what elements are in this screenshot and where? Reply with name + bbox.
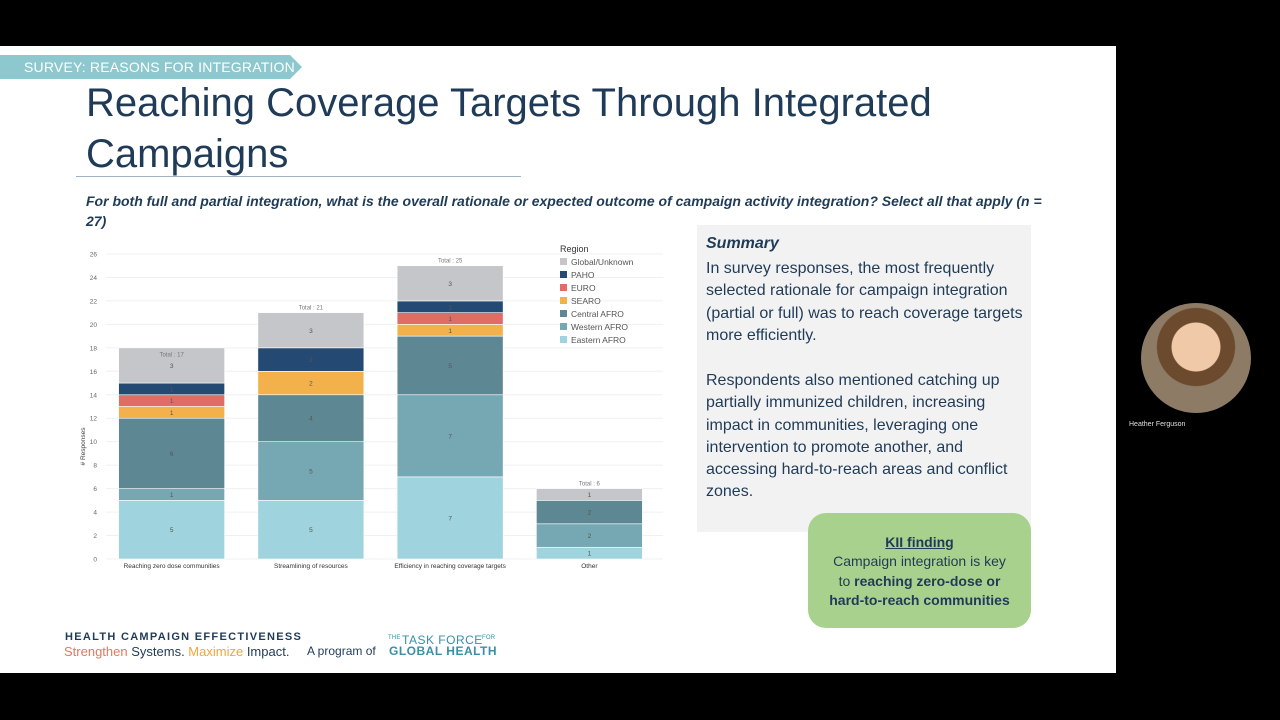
y-tick-label: 26 xyxy=(90,252,98,259)
segment-value-label: 3 xyxy=(309,328,313,335)
legend-entry: Global/Unknown xyxy=(571,257,634,267)
segment-value-label: 7 xyxy=(448,433,452,440)
legend-entry: PAHO xyxy=(571,270,595,280)
section-banner-label: SURVEY: REASONS FOR INTEGRATION xyxy=(24,59,295,75)
segment-value-label: 2 xyxy=(309,381,313,388)
bar-total-label: Total : 17 xyxy=(159,353,184,359)
legend-entry: Eastern AFRO xyxy=(571,335,626,345)
segment-value-label: 5 xyxy=(170,527,174,534)
segment-value-label: 1 xyxy=(448,316,452,323)
bar-segment xyxy=(536,488,643,501)
x-tick-label: Streamlining of resources xyxy=(274,563,348,570)
segment-value-label: 1 xyxy=(170,398,174,405)
bar-total-label: Total : 6 xyxy=(579,482,601,488)
legend-swatch xyxy=(560,323,567,330)
summary-paragraph-2: Respondents also mentioned catching up p… xyxy=(706,372,1008,501)
bar-segment xyxy=(257,441,365,501)
segment-value-label: 3 xyxy=(170,363,174,370)
segment-value-label: 2 xyxy=(588,510,592,517)
y-tick-label: 24 xyxy=(90,275,98,282)
legend-title: Region xyxy=(560,244,589,254)
y-tick-label: 8 xyxy=(93,463,97,470)
kii-line-3: hard-to-reach communities xyxy=(829,592,1010,608)
kii-line-1: Campaign integration is key xyxy=(833,553,1006,569)
segment-value-label: 7 xyxy=(448,515,452,522)
kii-finding-box: KII finding Campaign integration is key … xyxy=(808,513,1031,628)
slide: SURVEY: REASONS FOR INTEGRATION Reaching… xyxy=(0,46,1116,673)
bar-segment xyxy=(257,500,365,560)
summary-panel: Summary In survey responses, the most fr… xyxy=(697,225,1031,532)
legend-entry: Western AFRO xyxy=(571,322,628,332)
segment-value-label: 2 xyxy=(588,533,592,540)
summary-heading: Summary xyxy=(706,235,779,252)
bar-total-label: Total : 21 xyxy=(299,306,324,312)
bar-segment xyxy=(257,394,365,442)
y-tick-label: 16 xyxy=(90,369,98,376)
title-divider xyxy=(76,176,521,177)
bar-segment xyxy=(396,394,504,478)
summary-paragraph-1: In survey responses, the most frequently… xyxy=(706,260,1023,344)
survey-question: For both full and partial integration, w… xyxy=(86,193,1042,229)
bar-segment xyxy=(396,476,504,560)
bar-segment xyxy=(118,347,225,384)
y-axis-label: # Responses xyxy=(80,427,87,466)
presenter-avatar xyxy=(1141,303,1251,413)
bar-segment xyxy=(118,500,225,560)
legend-swatch xyxy=(560,284,567,291)
bar-segment xyxy=(396,335,504,396)
segment-value-label: 5 xyxy=(448,363,452,370)
footer-org-name: HEALTH CAMPAIGN EFFECTIVENESS xyxy=(65,631,303,643)
legend-entry: SEARO xyxy=(571,296,601,306)
legend-swatch xyxy=(560,336,567,343)
y-tick-label: 20 xyxy=(90,322,98,329)
segment-value-label: 6 xyxy=(170,451,174,458)
segment-value-label: 1 xyxy=(170,410,174,417)
legend-swatch xyxy=(560,258,567,265)
legend-entry: Central AFRO xyxy=(571,309,624,319)
legend-swatch xyxy=(560,297,567,304)
y-tick-label: 22 xyxy=(90,298,98,305)
y-tick-label: 2 xyxy=(93,533,97,540)
y-tick-label: 6 xyxy=(93,486,97,493)
bar-total-label: Total : 25 xyxy=(438,259,463,265)
kii-line-2: to reaching zero-dose or xyxy=(838,572,1001,589)
segment-value-label: 5 xyxy=(309,527,313,534)
legend-swatch xyxy=(560,310,567,317)
presenter-name: Heather Ferguson xyxy=(1129,421,1186,428)
y-tick-label: 12 xyxy=(90,416,98,423)
bar-segment xyxy=(396,265,504,302)
segment-value-label: 5 xyxy=(309,469,313,476)
segment-value-label: 2 xyxy=(309,357,313,364)
y-tick-label: 14 xyxy=(90,392,98,399)
section-banner: SURVEY: REASONS FOR INTEGRATION xyxy=(0,55,302,79)
legend-swatch xyxy=(560,271,567,278)
x-tick-label: Other xyxy=(581,563,598,570)
y-tick-label: 0 xyxy=(93,557,97,564)
segment-value-label: 1 xyxy=(448,328,452,335)
segment-value-label: 1 xyxy=(170,492,174,499)
kii-title: KII finding xyxy=(885,534,954,550)
segment-value-label: 1 xyxy=(588,492,592,499)
segment-value-label: 1 xyxy=(448,304,452,311)
y-tick-label: 18 xyxy=(90,345,98,352)
footer-tagline: Strengthen Systems. Maximize Impact. xyxy=(64,644,290,659)
y-tick-label: 4 xyxy=(93,510,97,517)
x-tick-label: Efficiency in reaching coverage targets xyxy=(394,563,506,570)
segment-value-label: 1 xyxy=(588,551,592,558)
segment-value-label: 4 xyxy=(309,416,313,423)
legend-entry: EURO xyxy=(571,283,596,293)
page-title: Reaching Coverage Targets Through Integr… xyxy=(86,81,932,176)
footer-program-text: A program of xyxy=(307,644,376,658)
segment-value-label: 3 xyxy=(448,281,452,288)
x-tick-label: Reaching zero dose communities xyxy=(124,563,221,570)
bar-segment xyxy=(257,312,365,349)
bar-segment xyxy=(118,417,225,489)
segment-value-label: 1 xyxy=(170,386,174,393)
y-tick-label: 10 xyxy=(90,439,98,446)
